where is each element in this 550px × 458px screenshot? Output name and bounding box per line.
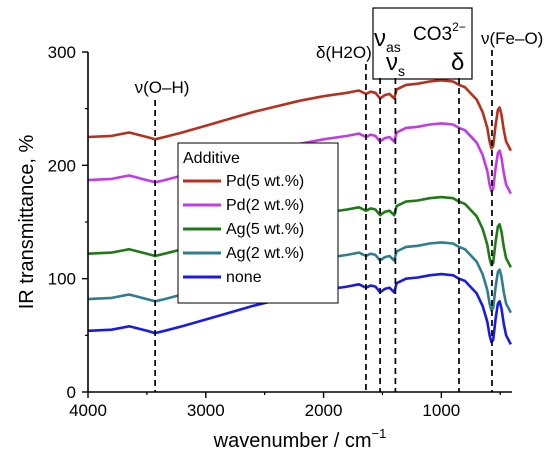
x-tick-label-1000: 1000 (422, 401, 460, 420)
legend-label-ag-5-wt: Ag(5 wt.%) (226, 221, 304, 238)
y-tick-label-300: 300 (48, 43, 76, 62)
annotation-delta: δ (451, 49, 464, 76)
carbonate-box (372, 7, 473, 80)
x-tick-label-4000: 4000 (69, 401, 107, 420)
legend-entries: Pd(5 wt.%) Pd(2 wt.%) Ag(5 wt.%) Ag(2 wt.%)… (183, 173, 304, 286)
x-tick-label-2000: 2000 (305, 401, 343, 420)
y-tick-label-100: 100 (48, 270, 76, 289)
x-axis-title: wavenumber / cm−1 (213, 426, 387, 452)
annotation-nu-s: νs (386, 49, 405, 79)
ticks-layer: 4000 3000 2000 1000 0 100 200 300 (48, 43, 501, 420)
y-tick-label-200: 200 (48, 156, 76, 175)
annotation-co3-sup: 2− (452, 20, 466, 34)
y-tick-label-0: 0 (67, 383, 76, 402)
annotation-lines (154, 50, 493, 392)
legend-label-ag-2-wt: Ag(2 wt.%) (226, 245, 304, 262)
legend-title: Additive (183, 150, 240, 167)
legend-label-pd-2-wt: Pd(2 wt.%) (226, 197, 304, 214)
annotation-co3-label: CO3 (413, 24, 452, 45)
annotation-oh: ν(O–H) (135, 78, 190, 97)
y-axis-title: IR transmittance, % (16, 135, 38, 310)
annotation-nu-as-sub: as (386, 39, 401, 55)
x-tick-label-3000: 3000 (187, 401, 225, 420)
legend-label-none: none (226, 269, 262, 286)
x-axis-title-superscript: −1 (372, 426, 387, 441)
annotation-nu-s-symbol: ν (386, 49, 398, 76)
annotation-nu-as: νas (374, 25, 401, 55)
legend-label-pd-5-wt: Pd(5 wt.%) (226, 173, 304, 190)
annotation-co3: CO32− (413, 20, 466, 45)
annotation-feo: ν(Fe–O) (481, 29, 543, 48)
series-line-none (87, 272, 512, 345)
annotation-nu-as-symbol: ν (374, 25, 386, 52)
annotation-nu-s-sub: s (398, 63, 405, 79)
x-axis-title-main: wavenumber / cm (213, 430, 372, 452)
legend: Additive Pd(5 wt.%) Pd(2 wt.%) Ag(5 wt.%) A… (177, 142, 339, 304)
annotation-h2o: δ(H2O) (316, 43, 372, 62)
